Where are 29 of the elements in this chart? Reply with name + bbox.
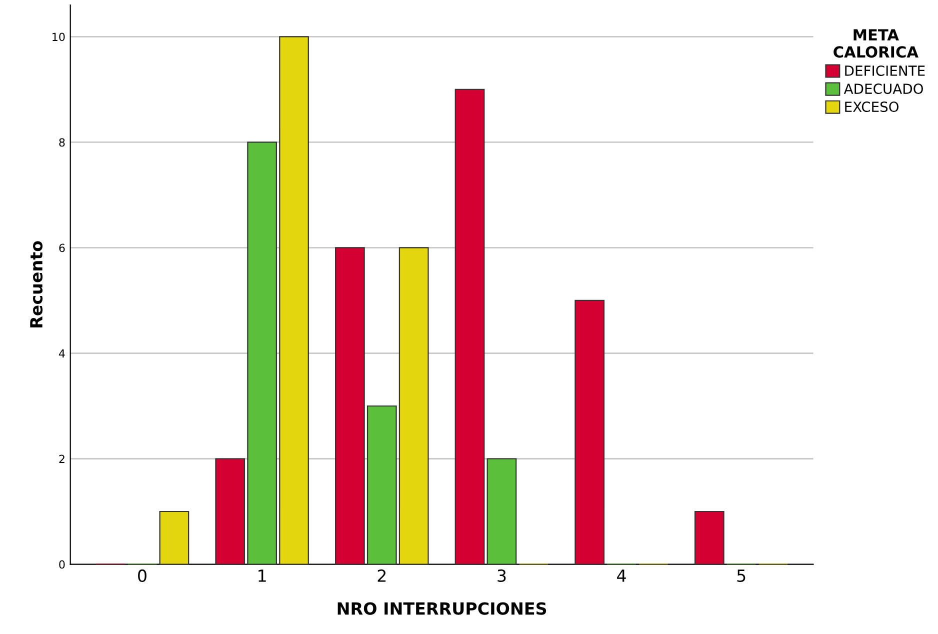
bar <box>215 458 246 564</box>
y-tick-label: 10 <box>52 32 65 42</box>
legend-label: EXCESO <box>845 102 899 112</box>
x-tick-label: 2 <box>378 569 386 582</box>
bar <box>279 36 309 564</box>
legend-label: DEFICIENTE <box>845 65 925 76</box>
bar <box>454 88 485 564</box>
x-tick-label: 4 <box>617 570 626 582</box>
x-tick-label: 1 <box>258 570 266 582</box>
y-tick-label: 0 <box>59 560 65 569</box>
bar <box>247 142 277 564</box>
bar <box>159 510 190 564</box>
y-tick-label: 8 <box>59 138 65 147</box>
bar <box>486 458 517 564</box>
bar <box>335 247 365 564</box>
x-tick-label: 3 <box>498 569 506 582</box>
legend-label: ADECUADO <box>844 84 923 94</box>
bar <box>366 405 397 564</box>
y-tick-label: 2 <box>59 454 64 463</box>
x-axis-title: NRO INTERRUPCIONES <box>338 602 546 615</box>
bar <box>574 300 605 564</box>
x-tick-label: 0 <box>138 569 146 582</box>
y-axis-title: Recuento <box>30 241 43 328</box>
legend-title: META CALORICA <box>834 29 918 58</box>
y-tick-label: 6 <box>59 244 65 252</box>
bar <box>694 510 724 564</box>
y-tick-label: 4 <box>58 349 65 358</box>
bar <box>398 247 429 564</box>
x-tick-label: 5 <box>737 570 746 582</box>
